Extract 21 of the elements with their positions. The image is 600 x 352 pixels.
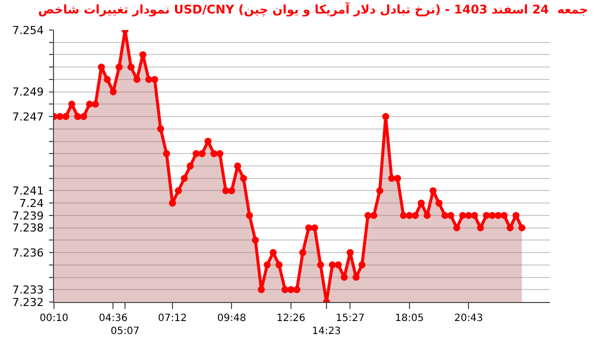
- x-tick-label: 20:43: [454, 313, 484, 324]
- x-tick-label: 04:36: [98, 313, 128, 324]
- y-tick-label: 7.232: [12, 296, 44, 309]
- y-tick-label: 7.24: [19, 196, 44, 210]
- x-tick-label: 09:48: [217, 313, 246, 324]
- x-tick-label: 07:12: [158, 313, 187, 324]
- y-tick-label: 7.241: [12, 184, 44, 198]
- x-tick-label: 18:05: [394, 313, 424, 324]
- y-tick-label: 7.233: [12, 283, 44, 296]
- y-tick-label: 7.254: [12, 24, 44, 37]
- x-tick-label: 05:07: [110, 326, 140, 337]
- y-tick-label: 7.236: [12, 246, 44, 260]
- x-tick-label: 14:23: [312, 326, 341, 337]
- y-tick-label: 7.249: [12, 86, 44, 99]
- x-tick-label: 00:10: [40, 313, 68, 324]
- y-tick-label: 7.239: [12, 209, 44, 222]
- y-tick-label: 7.238: [12, 222, 44, 235]
- x-tick-label: 15:27: [336, 313, 365, 324]
- y-tick-label: 7.247: [12, 110, 44, 124]
- x-tick-label: 12:26: [276, 313, 306, 324]
- chart-title: نمودار تغییرات شاخص USD/CNY (نرخ تبادل دلار آمریکا و یوان چین) - جمعه 24 اسفند 1403: [38, 2, 588, 17]
